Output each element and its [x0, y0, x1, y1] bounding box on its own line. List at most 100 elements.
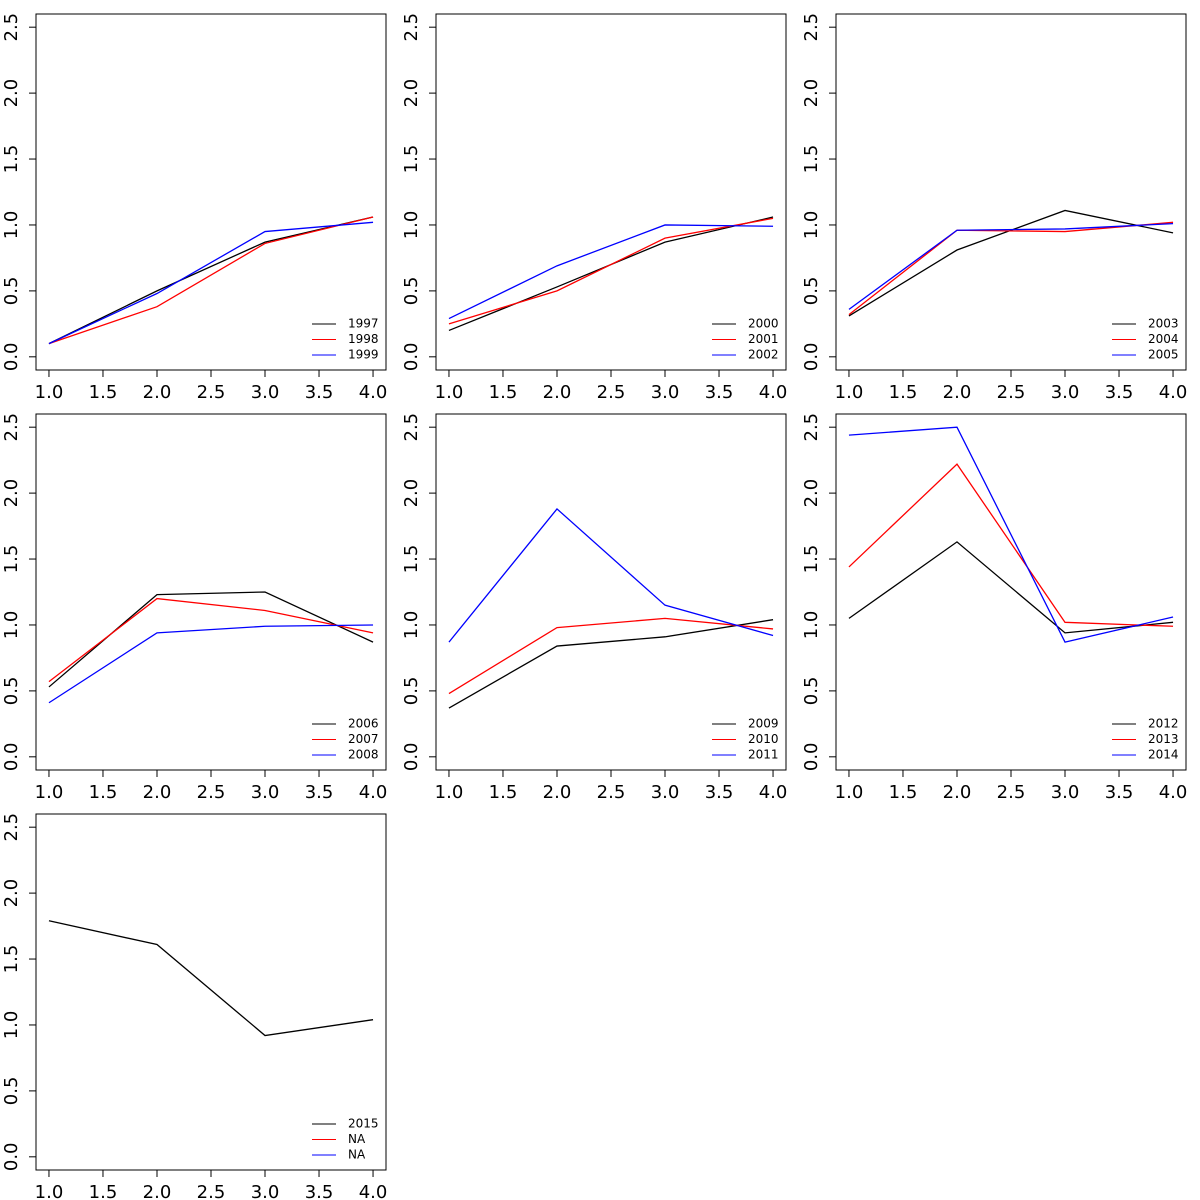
plot-box: [835, 13, 1187, 371]
y-tick-label: 2.0: [801, 79, 822, 108]
legend-label: 1998: [348, 332, 379, 346]
x-tick-label: 3.0: [651, 782, 680, 803]
y-tick-label: 0.0: [801, 342, 822, 371]
plot-box: [35, 413, 387, 771]
x-tick-label: 2.0: [943, 782, 972, 803]
y-tick-label: 2.0: [1, 479, 22, 508]
legend-label: 2015: [348, 1117, 379, 1131]
y-tick-label: 0.5: [1, 277, 22, 306]
y-tick-label: 2.5: [1, 13, 22, 42]
y-tick-label: 1.0: [1, 611, 22, 640]
x-tick-label: 2.0: [543, 382, 572, 403]
x-tick-label: 1.5: [89, 382, 118, 403]
series-line: [848, 221, 1174, 316]
series-line: [848, 209, 1174, 317]
x-tick-label: 1.5: [489, 382, 518, 403]
x-tick-label: 3.5: [305, 1182, 334, 1200]
plot-box: [35, 813, 387, 1171]
y-tick-label: 0.0: [1, 742, 22, 771]
legend-label: 2001: [748, 332, 779, 346]
x-tick-label: 1.5: [89, 782, 118, 803]
plot-box: [435, 13, 787, 371]
y-tick-label: 1.0: [801, 611, 822, 640]
y-tick-label: 2.5: [1, 813, 22, 842]
panel: 1.0 1.5 2.0 2.5 3.0 3.5 4.0 0.0 0.5 1.0 1.5 2.0 2.5 2…: [401, 413, 787, 803]
series-line: [48, 920, 374, 1037]
x-tick-label: 2.5: [997, 382, 1026, 403]
legend-label: 2004: [1148, 332, 1179, 346]
series-line: [448, 217, 774, 325]
y-tick-label: 2.5: [401, 413, 422, 442]
x-tick-label: 2.5: [997, 782, 1026, 803]
x-tick-label: 4.0: [359, 1182, 388, 1200]
panel: 1.0 1.5 2.0 2.5 3.0 3.5 4.0 0.0 0.5 1.0 1.5 2.0 2.5 2…: [1, 813, 387, 1200]
panel: 1.0 1.5 2.0 2.5 3.0 3.5 4.0 0.0 0.5 1.0 1.5 2.0 2.5 1…: [1, 13, 387, 403]
legend-label: NA: [348, 1132, 366, 1146]
series-line: [448, 617, 774, 695]
series-line: [848, 426, 1174, 643]
legend-label: 2005: [1148, 348, 1179, 362]
legend-label: 2008: [348, 748, 379, 762]
x-tick-label: 3.0: [1051, 782, 1080, 803]
x-tick-label: 2.5: [597, 382, 626, 403]
panel: 1.0 1.5 2.0 2.5 3.0 3.5 4.0 0.0 0.5 1.0 1.5 2.0 2.5 2…: [801, 13, 1187, 403]
y-tick-label: 0.0: [401, 742, 422, 771]
x-tick-label: 2.0: [143, 1182, 172, 1200]
y-tick-label: 1.0: [801, 211, 822, 240]
y-tick-label: 0.5: [1, 1077, 22, 1106]
x-tick-label: 1.5: [889, 382, 918, 403]
x-tick-label: 1.5: [889, 782, 918, 803]
series-line: [48, 216, 374, 345]
y-tick-label: 1.5: [1, 145, 22, 174]
x-tick-label: 1.5: [89, 1182, 118, 1200]
legend-label: 2007: [348, 732, 379, 746]
x-tick-label: 3.5: [705, 382, 734, 403]
x-tick-label: 4.0: [1159, 382, 1188, 403]
x-tick-label: 4.0: [1159, 782, 1188, 803]
legend-label: 2009: [748, 717, 779, 731]
y-tick-label: 0.5: [1, 677, 22, 706]
series-line: [848, 541, 1174, 634]
panel: 1.0 1.5 2.0 2.5 3.0 3.5 4.0 0.0 0.5 1.0 1.5 2.0 2.5 2…: [801, 413, 1187, 803]
y-tick-label: 2.0: [1, 879, 22, 908]
x-tick-label: 1.0: [435, 382, 464, 403]
series-line: [448, 224, 774, 320]
y-tick-label: 2.0: [401, 79, 422, 108]
series-line: [448, 216, 774, 332]
y-tick-label: 2.0: [1, 79, 22, 108]
y-tick-label: 2.5: [1, 413, 22, 442]
y-tick-label: 0.0: [1, 342, 22, 371]
panel: 1.0 1.5 2.0 2.5 3.0 3.5 4.0 0.0 0.5 1.0 1.5 2.0 2.5 2…: [1, 413, 387, 803]
series-line: [848, 222, 1174, 310]
x-tick-label: 1.0: [35, 782, 64, 803]
y-tick-label: 2.0: [401, 479, 422, 508]
y-tick-label: 0.0: [1, 1142, 22, 1171]
x-tick-label: 4.0: [359, 782, 388, 803]
series-line: [48, 624, 374, 704]
y-tick-label: 1.5: [401, 145, 422, 174]
x-tick-label: 3.5: [305, 382, 334, 403]
x-tick-label: 3.0: [1051, 382, 1080, 403]
y-tick-label: 2.5: [401, 13, 422, 42]
x-tick-label: 3.0: [251, 1182, 280, 1200]
x-tick-label: 3.0: [651, 382, 680, 403]
series-line: [848, 463, 1174, 627]
y-tick-label: 1.0: [1, 1011, 22, 1040]
series-line: [448, 619, 774, 709]
legend-label: 2000: [748, 317, 779, 331]
x-tick-label: 1.0: [835, 382, 864, 403]
y-tick-label: 1.5: [1, 945, 22, 974]
x-tick-label: 4.0: [759, 782, 788, 803]
series-line: [48, 591, 374, 688]
x-tick-label: 2.0: [143, 382, 172, 403]
x-tick-label: 2.5: [597, 782, 626, 803]
x-tick-label: 3.5: [1105, 382, 1134, 403]
x-tick-label: 3.5: [705, 782, 734, 803]
legend-label: 2014: [1148, 748, 1179, 762]
legend-label: 2002: [748, 348, 779, 362]
y-tick-label: 0.0: [801, 742, 822, 771]
x-tick-label: 1.5: [489, 782, 518, 803]
x-tick-label: 1.0: [835, 782, 864, 803]
x-tick-label: 2.0: [143, 782, 172, 803]
y-tick-label: 1.0: [1, 211, 22, 240]
